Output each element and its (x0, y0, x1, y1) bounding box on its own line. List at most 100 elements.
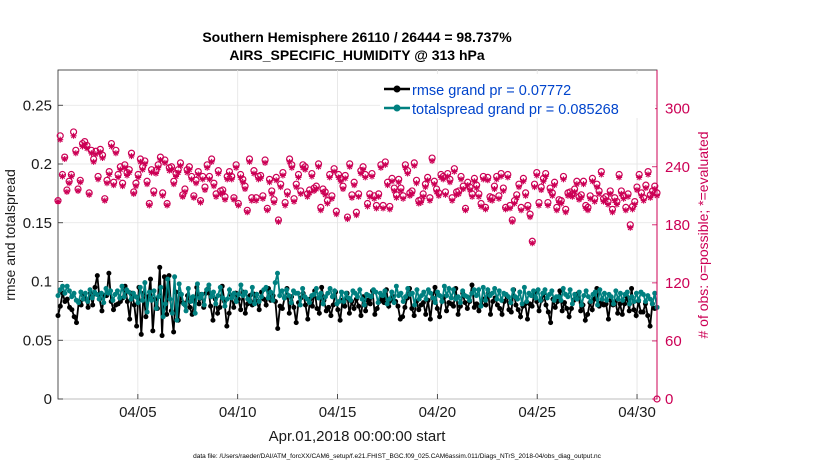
obs-evaluated-marker (86, 191, 93, 198)
rmse-marker (578, 308, 584, 314)
obs-evaluated-marker (275, 218, 282, 225)
totalspread-marker (277, 293, 283, 299)
obs-evaluated-marker (636, 174, 643, 181)
obs-evaluated-marker (63, 188, 70, 195)
obs-evaluated-marker (132, 183, 139, 190)
y-right-tick-label: 180 (665, 217, 690, 234)
totalspread-marker (355, 294, 360, 300)
rmse-marker (74, 320, 80, 326)
obs-evaluated-marker (520, 178, 527, 185)
obs-evaluated-marker (502, 206, 509, 213)
obs-evaluated-marker (596, 190, 603, 197)
totalspread-marker (233, 298, 239, 304)
obs-evaluated-marker (286, 158, 293, 165)
totalspread-marker (316, 295, 322, 301)
totalspread-marker (515, 296, 521, 302)
obs-evaluated-marker (106, 171, 113, 178)
rmse-marker (231, 304, 237, 310)
obs-evaluated-marker (605, 201, 612, 208)
obs-evaluated-marker (571, 188, 578, 195)
obs-evaluated-marker (213, 193, 220, 200)
totalspread-marker (85, 298, 91, 304)
rmse-marker (585, 311, 591, 317)
rmse-marker (566, 314, 572, 320)
obs-evaluated-marker (584, 207, 591, 214)
obs-evaluated-marker (346, 163, 353, 170)
rmse-marker (302, 302, 308, 308)
rmse-marker (455, 311, 461, 317)
obs-evaluated-marker (357, 170, 364, 177)
rmse-marker (351, 306, 357, 312)
obs-evaluated-marker (580, 181, 587, 188)
totalspread-marker (601, 290, 607, 296)
obs-evaluated-marker (498, 173, 505, 180)
rmse-marker (275, 326, 281, 331)
obs-evaluated-marker (562, 209, 569, 216)
obs-evaluated-marker (607, 190, 614, 197)
totalspread-marker (274, 270, 280, 276)
x-tick-label: 04/20 (419, 404, 457, 421)
obs-evaluated-marker (148, 169, 155, 176)
totalspread-marker (279, 288, 285, 294)
rmse-marker (450, 303, 456, 309)
totalspread-marker (480, 284, 486, 290)
totalspread-marker (624, 289, 630, 295)
totalspread-marker (62, 290, 68, 296)
rmse-marker (374, 306, 380, 312)
rmse-marker (293, 320, 299, 326)
obs-evaluated-marker (70, 132, 77, 139)
obs-evaluated-marker (415, 200, 422, 207)
obs-evaluated-marker (257, 175, 264, 182)
totalspread-marker (114, 288, 120, 294)
grid-lines (58, 70, 657, 400)
totalspread-marker (199, 291, 205, 297)
obs-evaluated-marker (101, 197, 108, 204)
obs-evaluated-marker (460, 186, 467, 193)
rmse-spread-layer (55, 264, 660, 339)
rmse-marker (342, 303, 348, 309)
rmse-marker (469, 282, 475, 288)
rmse-marker (589, 307, 595, 313)
totalspread-marker (89, 295, 95, 301)
totalspread-marker (55, 293, 61, 299)
obs-evaluated-marker (551, 182, 558, 189)
totalspread-marker (640, 291, 646, 297)
obs-evaluated-marker (77, 179, 84, 186)
x-tick-label: 04/05 (119, 404, 157, 421)
obs-evaluated-marker (61, 156, 68, 163)
obs-evaluated-marker (302, 166, 309, 173)
rmse-marker (420, 300, 426, 306)
totalspread-marker (71, 290, 77, 296)
obs-evaluated-marker (239, 179, 246, 186)
rmse-marker (483, 302, 489, 308)
obs-evaluated-marker (458, 176, 465, 183)
plot-frame (57, 69, 658, 400)
totalspread-marker (336, 298, 342, 304)
obs-evaluated-marker (181, 188, 188, 195)
rmse-marker (319, 284, 325, 290)
totalspread-marker (332, 288, 338, 294)
rmse-marker (309, 303, 315, 309)
rmse-marker (437, 314, 443, 320)
totalspread-marker (391, 300, 397, 306)
totalspread-marker (256, 298, 262, 304)
totalspread-marker (281, 295, 287, 301)
totalspread-marker (313, 286, 319, 292)
legend-rmse-label: rmse grand pr = 0.07772 (412, 83, 571, 99)
obs-evaluated-marker (647, 194, 654, 201)
totalspread-marker (98, 290, 104, 296)
rmse-marker (57, 303, 63, 309)
rmse-marker (358, 313, 364, 319)
rmse-marker (215, 310, 221, 316)
totalspread-marker (153, 306, 159, 312)
obs-evaluated-marker (478, 203, 485, 210)
rmse-marker (548, 320, 554, 326)
obs-evaluated-marker (230, 196, 237, 203)
totalspread-marker (537, 297, 543, 303)
obs-evaluated-marker (645, 171, 652, 178)
obs-evaluated-marker (177, 162, 184, 169)
obs-evaluated-marker (135, 174, 142, 181)
totalspread-marker (494, 296, 500, 302)
obs-evaluated-marker (651, 186, 658, 193)
obs-evaluated-marker (451, 168, 458, 175)
